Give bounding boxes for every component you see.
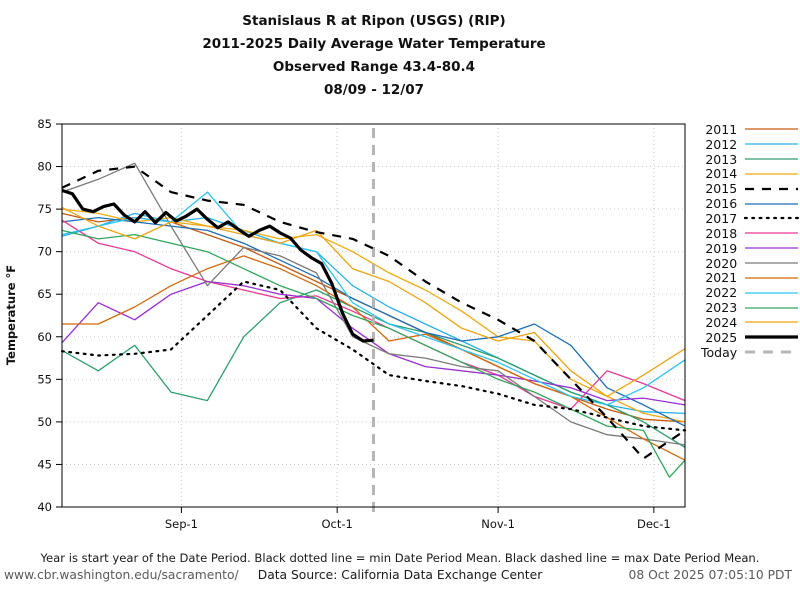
x-tick-label: Dec-1 <box>637 517 671 531</box>
legend-label: 2016 <box>705 196 738 212</box>
chart-legend: 2011 2012 2013 2014 2015 2016 2017 2018 2019 2020… <box>701 122 800 360</box>
y-tick-label: 75 <box>37 202 52 216</box>
legend-label: 2014 <box>705 166 738 182</box>
legend-line-swatch <box>745 143 799 145</box>
legend-item-2016: 2016 <box>701 196 799 211</box>
y-tick-label: 40 <box>37 500 52 514</box>
series-2021-line <box>62 255 686 461</box>
series-2014-line <box>61 208 686 423</box>
y-tick-label: 65 <box>37 287 52 301</box>
legend-item-2025: 2025 <box>701 330 799 345</box>
legend-item-2015: 2015 <box>701 181 799 196</box>
legend-line-swatch <box>745 262 799 264</box>
footer-note: Year is start year of the Date Period. B… <box>40 551 760 565</box>
legend-item-2011: 2011 <box>701 122 799 137</box>
x-tick-label: Nov-1 <box>481 517 515 531</box>
series-2020-line <box>61 162 686 446</box>
legend-item-2014: 2014 <box>701 166 799 182</box>
title-line-3: Observed Range 43.4-80.4 <box>272 59 476 75</box>
footer-timestamp: 08 Oct 2025 07:05:10 PDT <box>628 568 792 582</box>
x-tick-label: Sep-1 <box>165 517 198 531</box>
y-tick-label: 60 <box>37 330 52 344</box>
legend-item-2024: 2024 <box>701 315 799 330</box>
legend-label: 2018 <box>705 225 738 241</box>
y-tick-label: 55 <box>37 372 52 386</box>
series-2023-line <box>61 229 686 478</box>
legend-label: Today <box>701 344 738 360</box>
legend-item-2022: 2022 <box>701 285 799 300</box>
legend-item-2021: 2021 <box>701 270 799 285</box>
legend-item-2019: 2019 <box>701 241 799 256</box>
y-tick-label: 70 <box>37 245 52 259</box>
legend-line-swatch <box>745 335 799 339</box>
legend-label: 2012 <box>705 136 738 152</box>
series-2017-line <box>60 280 687 432</box>
legend-item-today: Today <box>701 345 799 360</box>
y-tick-label: 85 <box>37 117 52 131</box>
legend-label: 2011 <box>705 121 738 137</box>
legend-label: 2020 <box>705 255 738 271</box>
legend-item-2013: 2013 <box>701 152 799 167</box>
legend-line-swatch <box>745 321 799 324</box>
legend-item-2018: 2018 <box>701 226 799 241</box>
legend-line-swatch <box>745 158 799 160</box>
axis-box <box>61 123 686 508</box>
legend-line-swatch <box>745 128 799 131</box>
legend-label: 2024 <box>705 314 738 330</box>
series-2025-line <box>61 188 374 343</box>
legend-line-swatch <box>745 306 799 309</box>
x-tick-label: Oct-1 <box>321 517 352 531</box>
series-2015-line <box>61 165 686 460</box>
series-2013-line <box>61 289 686 448</box>
y-tick-label: 80 <box>37 160 52 174</box>
y-tick-label: 50 <box>37 415 52 429</box>
legend-label: 2023 <box>705 300 738 316</box>
footer-data-source: Data Source: California Data Exchange Ce… <box>257 568 543 582</box>
y-tick-label: 45 <box>37 457 52 471</box>
legend-line-swatch <box>745 277 799 279</box>
legend-item-2020: 2020 <box>701 256 799 271</box>
legend-line-swatch <box>745 350 799 354</box>
legend-label: 2025 <box>705 329 738 345</box>
legend-item-2012: 2012 <box>701 137 799 152</box>
legend-line-swatch <box>745 292 799 294</box>
series-2018-line <box>61 219 686 410</box>
series-2022-line <box>61 191 686 406</box>
legend-label: 2013 <box>705 151 738 167</box>
title-line-4: 08/09 - 12/07 <box>323 82 424 98</box>
y-axis-label: Temperature °F <box>4 264 18 366</box>
title-line-2: 2011-2025 Daily Average Water Temperatur… <box>202 36 546 52</box>
footer-url: www.cbr.washington.edu/sacramento/ <box>4 568 239 582</box>
legend-label: 2022 <box>705 285 738 301</box>
legend-label: 2021 <box>705 270 738 286</box>
chart-title: Stanislaus R at Ripon (USGS) (RIP) 2011-… <box>0 10 748 102</box>
title-line-1: Stanislaus R at Ripon (USGS) (RIP) <box>242 13 506 29</box>
legend-label: 2019 <box>705 240 738 256</box>
legend-item-2017: 2017 <box>701 210 800 226</box>
legend-line-swatch <box>745 247 799 249</box>
legend-item-2023: 2023 <box>701 300 799 315</box>
legend-line-swatch <box>745 202 799 205</box>
legend-line-swatch <box>744 217 800 220</box>
legend-line-swatch <box>745 187 799 190</box>
legend-label: 2017 <box>705 210 738 226</box>
legend-label: 2015 <box>705 181 738 197</box>
legend-line-swatch <box>745 232 799 234</box>
series-2024-line <box>61 206 686 398</box>
legend-line-swatch <box>745 173 799 175</box>
